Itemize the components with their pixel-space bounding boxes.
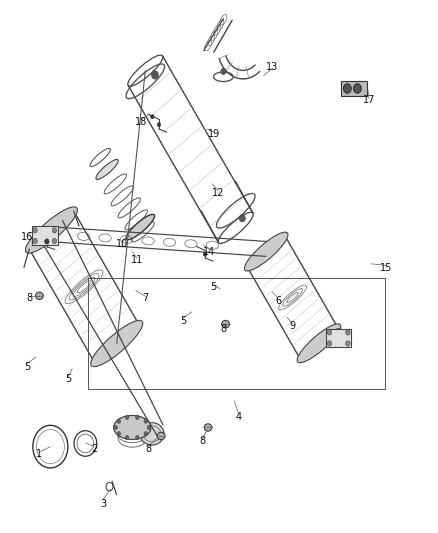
Circle shape: [147, 425, 151, 430]
Ellipse shape: [222, 320, 230, 328]
Ellipse shape: [113, 416, 151, 439]
Circle shape: [157, 123, 161, 127]
Circle shape: [45, 239, 49, 244]
Text: 8: 8: [220, 325, 226, 334]
Text: 10: 10: [116, 239, 128, 249]
Circle shape: [136, 435, 139, 440]
Circle shape: [52, 228, 57, 233]
Circle shape: [117, 419, 120, 423]
Bar: [341, 81, 367, 96]
Text: 14: 14: [203, 247, 215, 256]
Text: 15: 15: [380, 263, 392, 272]
Text: 3: 3: [100, 499, 106, 508]
Text: 8: 8: [145, 444, 151, 454]
Circle shape: [152, 71, 159, 79]
Circle shape: [117, 432, 120, 436]
Ellipse shape: [140, 423, 164, 445]
Ellipse shape: [25, 207, 78, 253]
Text: 1: 1: [36, 449, 42, 459]
Circle shape: [125, 415, 129, 419]
Circle shape: [346, 330, 350, 335]
Ellipse shape: [157, 432, 165, 440]
Text: 17: 17: [363, 95, 375, 105]
Text: 4: 4: [236, 412, 242, 422]
Text: 12: 12: [212, 188, 224, 198]
Circle shape: [144, 432, 148, 436]
Text: 5: 5: [24, 362, 30, 372]
Ellipse shape: [96, 159, 118, 180]
Circle shape: [144, 419, 148, 423]
Ellipse shape: [126, 214, 155, 240]
Circle shape: [327, 330, 332, 335]
Text: 8: 8: [199, 437, 205, 446]
Text: 8: 8: [27, 294, 33, 303]
Circle shape: [136, 415, 139, 419]
Ellipse shape: [91, 320, 143, 367]
Text: 5: 5: [211, 282, 217, 292]
Circle shape: [346, 341, 350, 346]
Text: 2: 2: [91, 444, 97, 454]
Bar: [32, 226, 58, 245]
Text: 6: 6: [275, 296, 281, 306]
Text: 11: 11: [131, 255, 143, 265]
Ellipse shape: [204, 424, 212, 431]
Text: 5: 5: [180, 316, 186, 326]
Circle shape: [33, 228, 37, 233]
Circle shape: [327, 341, 332, 346]
Text: 7: 7: [142, 294, 148, 303]
Circle shape: [343, 84, 351, 93]
Circle shape: [125, 435, 129, 440]
Text: 19: 19: [208, 130, 220, 139]
Ellipse shape: [35, 292, 43, 300]
Text: 16: 16: [21, 232, 33, 242]
Circle shape: [114, 425, 117, 430]
Text: 13: 13: [266, 62, 279, 71]
Circle shape: [33, 238, 37, 244]
Bar: [326, 329, 351, 347]
Circle shape: [151, 115, 154, 119]
Circle shape: [221, 68, 226, 75]
Text: 18: 18: [135, 117, 147, 126]
Circle shape: [239, 214, 245, 222]
Text: 5: 5: [65, 375, 71, 384]
Circle shape: [353, 84, 361, 93]
Ellipse shape: [297, 324, 341, 362]
Text: 9: 9: [290, 321, 296, 331]
Circle shape: [52, 238, 57, 244]
Circle shape: [203, 252, 207, 256]
Ellipse shape: [244, 232, 288, 271]
